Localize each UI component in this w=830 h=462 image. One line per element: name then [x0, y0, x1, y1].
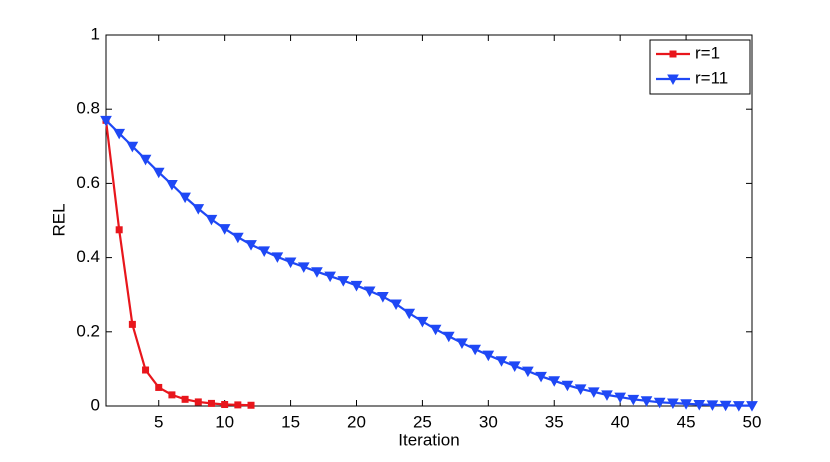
y-axis-label: REL	[49, 203, 68, 236]
marker	[231, 232, 244, 244]
marker	[587, 387, 600, 398]
marker	[271, 252, 284, 263]
marker	[139, 154, 152, 166]
y-tick-label: 0.4	[76, 247, 100, 266]
marker	[732, 401, 745, 412]
x-tick-label: 5	[154, 412, 163, 431]
y-tick-label: 1	[91, 24, 100, 43]
marker	[746, 401, 758, 412]
marker	[179, 192, 191, 204]
marker	[166, 180, 178, 191]
marker	[181, 395, 189, 403]
marker	[495, 356, 508, 367]
marker	[311, 267, 323, 278]
marker	[100, 115, 112, 127]
x-axis-label: Iteration	[398, 430, 459, 449]
marker	[152, 167, 165, 179]
x-tick-label: 45	[677, 412, 696, 431]
marker	[390, 299, 402, 311]
marker	[706, 400, 719, 411]
legend: r=1 r=11	[649, 39, 751, 95]
marker	[561, 380, 574, 392]
marker	[601, 390, 613, 401]
marker	[297, 262, 310, 273]
marker	[115, 226, 123, 234]
marker	[669, 50, 677, 58]
legend-box	[649, 39, 751, 95]
marker	[234, 401, 242, 409]
marker	[207, 399, 215, 407]
x-tick-label: 30	[479, 412, 498, 431]
x-tick-label: 40	[611, 412, 630, 431]
marker	[168, 391, 176, 399]
marker	[245, 240, 257, 251]
marker	[337, 276, 350, 287]
marker	[653, 397, 666, 409]
x-tick-label: 50	[743, 412, 762, 431]
marker	[508, 361, 521, 372]
y-tick-label: 0.6	[76, 173, 100, 192]
marker	[247, 401, 255, 409]
marker	[377, 292, 389, 303]
marker	[284, 257, 297, 269]
marker	[142, 366, 150, 374]
x-tick-label: 10	[215, 412, 234, 431]
marker	[128, 320, 136, 328]
marker	[429, 324, 442, 336]
marker	[205, 214, 218, 226]
marker	[640, 396, 653, 407]
x-tick-label: 25	[413, 412, 432, 431]
marker	[680, 399, 692, 410]
marker	[416, 316, 429, 328]
marker	[548, 376, 561, 387]
marker	[535, 371, 547, 383]
y-tick-label: 0.8	[76, 99, 100, 118]
marker	[113, 128, 126, 140]
marker	[258, 246, 271, 257]
marker	[350, 280, 363, 292]
marker	[221, 401, 229, 409]
marker	[574, 384, 587, 395]
marker	[469, 344, 481, 356]
legend-label: r=1	[695, 43, 720, 62]
marker	[456, 338, 468, 349]
marker	[482, 350, 495, 362]
marker	[363, 286, 376, 298]
marker	[693, 400, 706, 411]
marker	[155, 383, 163, 391]
marker	[667, 74, 679, 86]
marker	[667, 398, 679, 410]
marker	[192, 204, 205, 215]
y-tick-label: 0.2	[76, 321, 100, 340]
x-tick-label: 15	[281, 412, 300, 431]
marker	[442, 331, 455, 343]
x-tick-label: 20	[347, 412, 366, 431]
marker	[324, 271, 336, 283]
marker	[522, 366, 534, 378]
legend-label: r=11	[695, 68, 728, 87]
x-tick-label: 35	[545, 412, 564, 431]
marker	[126, 141, 139, 153]
marker	[403, 308, 416, 320]
marker	[218, 224, 231, 235]
marker	[194, 398, 202, 406]
marker	[719, 400, 732, 412]
y-tick-label: 0	[91, 395, 100, 414]
marker	[614, 392, 627, 404]
marker	[627, 394, 640, 406]
